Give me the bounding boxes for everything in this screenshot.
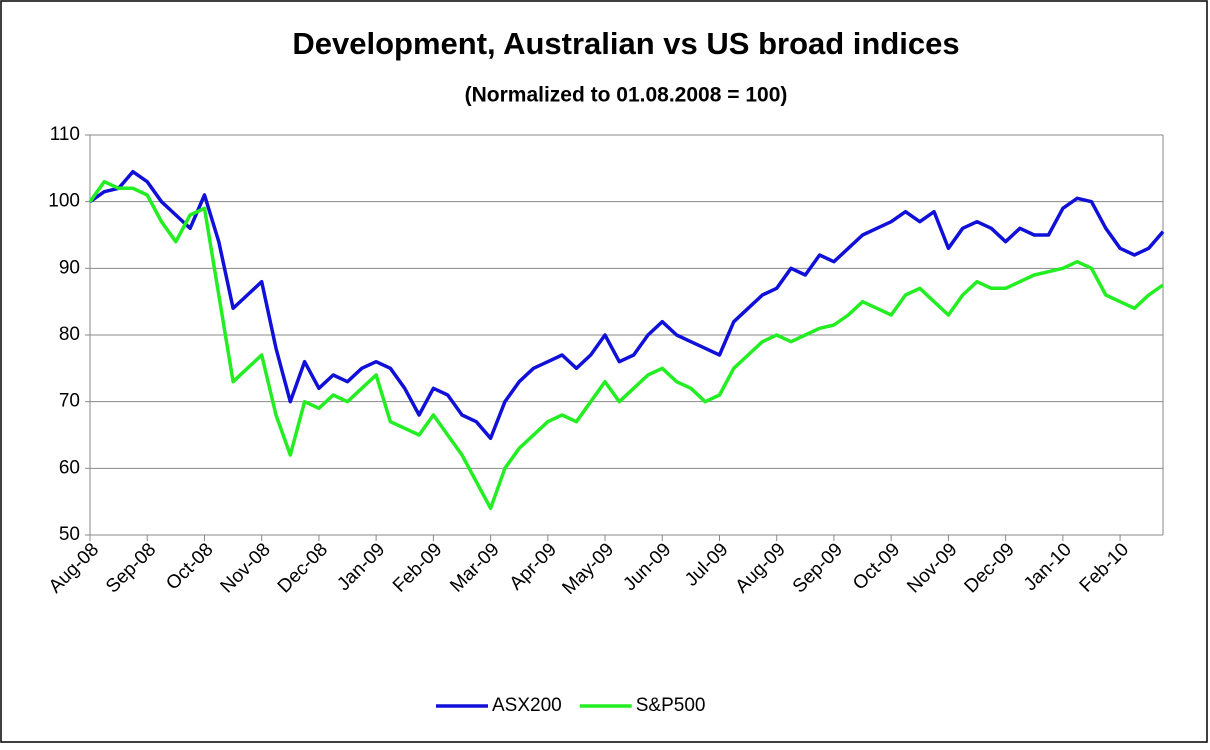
y-tick-label: 90	[59, 257, 80, 278]
series-line	[88, 169, 1165, 441]
legend-label: S&P500	[636, 695, 706, 716]
y-tick-label: 80	[59, 324, 80, 345]
series-line	[88, 179, 1165, 511]
y-tick-label: 70	[59, 391, 80, 412]
y-tick-label: 100	[48, 191, 80, 212]
y-tick-label: 50	[59, 524, 80, 545]
chart-subtitle: (Normalized to 01.08.2008 = 100)	[465, 84, 788, 107]
y-tick-label: 60	[59, 457, 80, 478]
y-tick-label: 110	[50, 124, 80, 145]
chart-title: Development, Australian vs US broad indi…	[292, 26, 959, 61]
legend-label: ASX200	[492, 695, 562, 716]
